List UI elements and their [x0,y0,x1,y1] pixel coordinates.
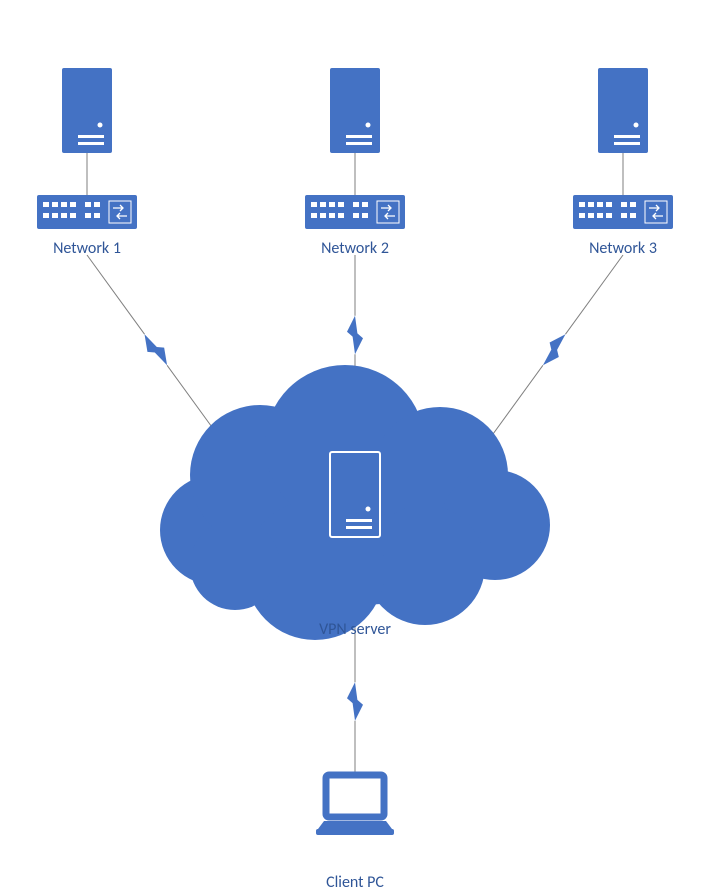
connector-line [485,365,543,444]
lightning-bolt-icon [543,334,566,365]
network-label: Network 3 [589,239,657,258]
network-label: Network 2 [321,239,389,258]
lightning-bolt-icon [347,316,363,354]
server-tower-icon [62,68,112,153]
cloud-icon: VPN server [160,365,550,640]
network-switch-icon: Network 3 [573,195,673,258]
connector-line [565,255,623,334]
server-tower-icon [330,68,380,153]
lightning-bolt-icon [347,682,363,720]
network-switch-icon: Network 2 [305,195,405,258]
network-switch-icon: Network 1 [37,195,137,258]
network-label: Network 1 [53,239,121,258]
client-pc-label: Client PC [326,873,384,892]
server-tower-icon [598,68,648,153]
vpn-server-label: VPN server [319,620,391,639]
lightning-bolt-icon [145,334,168,365]
laptop-icon: Client PC [316,775,394,892]
network-diagram: VPN server Network 1 Network 2 Network 3 Cli… [0,0,713,896]
connector-line [87,255,145,334]
